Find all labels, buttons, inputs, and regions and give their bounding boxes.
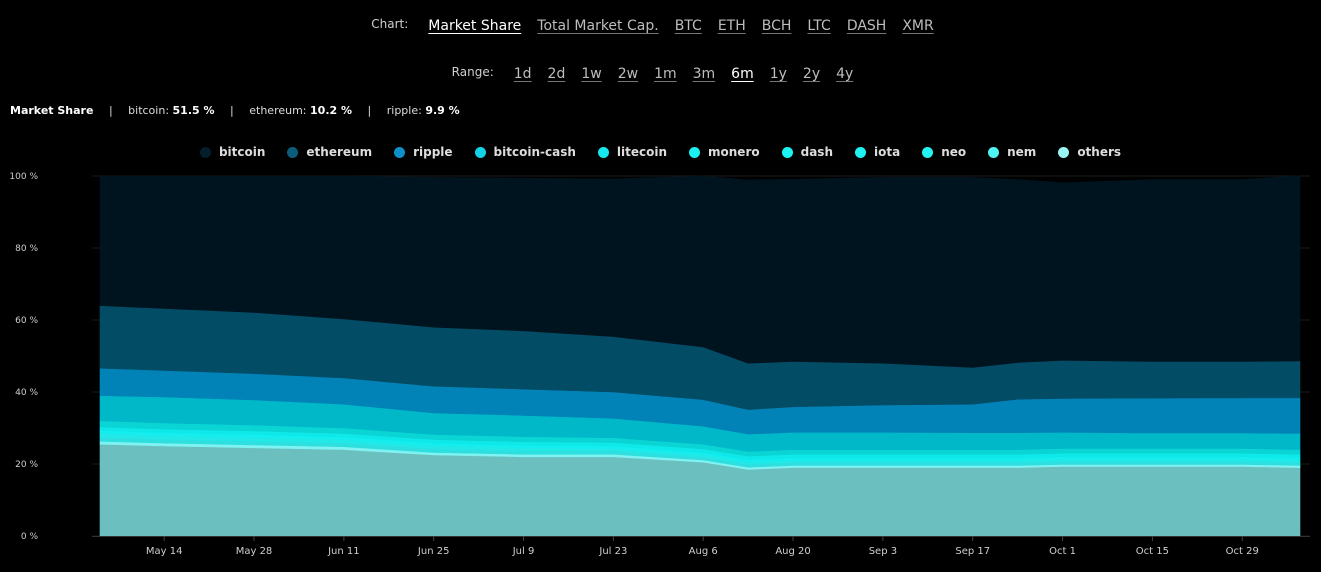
y-tick-label: 60 % [15, 316, 38, 326]
y-tick-label: 0 % [21, 532, 39, 542]
summary-value: 51.5 % [172, 104, 215, 117]
x-tick-label: Jun 11 [327, 546, 360, 557]
legend-dot-icon [854, 146, 866, 158]
x-tick-label: Aug 20 [775, 546, 810, 557]
range-2y[interactable]: 2y [802, 65, 821, 82]
range-label: Range: [451, 65, 494, 79]
legend-label: ripple [413, 145, 453, 159]
legend-item-iota[interactable]: iota [854, 145, 901, 159]
legend-item-others[interactable]: others [1058, 145, 1121, 159]
legend-dot-icon [199, 146, 211, 158]
x-tick-label: Oct 1 [1049, 546, 1076, 557]
tab-total-market-cap[interactable]: Total Market Cap. [537, 17, 659, 34]
legend-label: bitcoin [218, 145, 266, 159]
legend-dot-icon [474, 146, 486, 158]
legend-dot-icon [287, 146, 299, 158]
legend-dot-icon [597, 146, 609, 158]
legend-item-nem[interactable]: nem [988, 145, 1036, 159]
y-tick-label: 80 % [15, 244, 38, 254]
x-tick-label: May 14 [146, 546, 183, 557]
legend-dot-icon [922, 146, 934, 158]
summary-separator: | [230, 104, 234, 117]
legend-label: neo [941, 145, 967, 159]
y-tick-label: 40 % [15, 388, 38, 398]
legend-item-bitcoin-cash[interactable]: bitcoin-cash [474, 145, 576, 159]
legend-item-ripple[interactable]: ripple [394, 145, 453, 159]
range-tabs: 1d 2d 1w 2w 1m 3m 6m 1y 2y 4y [514, 63, 870, 82]
legend-label: iota [873, 145, 901, 159]
summary-item-bitcoin: bitcoin: 51.5 % [128, 104, 214, 117]
x-tick-label: Sep 17 [955, 546, 990, 557]
range-6m[interactable]: 6m [731, 65, 754, 82]
x-tick-label: Jul 9 [512, 546, 535, 557]
range-4y[interactable]: 4y [836, 65, 854, 82]
tab-market-share[interactable]: Market Share [428, 17, 522, 34]
summary-title: Market Share [10, 104, 94, 117]
summary-separator: | [108, 104, 113, 117]
legend-item-ethereum[interactable]: ethereum [287, 145, 372, 159]
legend-item-litecoin[interactable]: litecoin [597, 145, 668, 159]
y-tick-label: 100 % [9, 172, 38, 182]
tab-xmr[interactable]: XMR [902, 17, 934, 34]
legend-label: dash [800, 145, 833, 159]
legend-item-neo[interactable]: neo [922, 145, 966, 159]
legend-dot-icon [1058, 146, 1070, 158]
chart-tabs: Market Share Total Market Cap. BTC ETH BCH LT… [428, 15, 949, 34]
tab-btc[interactable]: BTC [674, 17, 702, 34]
summary-item-ethereum: ethereum: 10.2 % [249, 104, 352, 117]
summary-value: 10.2 % [310, 104, 353, 117]
legend-item-monero[interactable]: monero [689, 145, 760, 159]
summary-name: ripple: [386, 104, 422, 117]
tab-dash[interactable]: DASH [846, 17, 887, 34]
legend-label: monero [708, 145, 760, 159]
x-tick-label: Sep 3 [869, 546, 897, 557]
area-bitcoin [99, 175, 1301, 368]
x-tick-label: Oct 29 [1226, 546, 1259, 557]
x-tick-label: May 28 [236, 546, 273, 557]
tab-bch[interactable]: BCH [761, 17, 792, 34]
tab-ltc[interactable]: LTC [807, 17, 831, 34]
range-selector: Range: 1d 2d 1w 2w 1m 3m 6m 1y 2y 4y [0, 61, 1321, 83]
range-1m[interactable]: 1m [654, 65, 677, 82]
summary-item-ripple: ripple: 9.9 % [387, 104, 460, 117]
range-2w[interactable]: 2w [617, 65, 639, 82]
chart-type-selector: Chart: Market Share Total Market Cap. BTC E… [0, 13, 1321, 35]
market-share-summary: Market Share | bitcoin: 51.5 % | ethereu… [10, 104, 460, 117]
x-tick-label: Jul 23 [598, 546, 627, 557]
legend-item-dash[interactable]: dash [781, 145, 833, 159]
legend-label: bitcoin-cash [493, 145, 576, 159]
summary-name: ethereum: [249, 104, 307, 117]
legend-label: others [1077, 145, 1122, 159]
y-tick-label: 20 % [15, 460, 38, 470]
range-3m[interactable]: 3m [692, 65, 716, 82]
legend-label: nem [1007, 145, 1037, 159]
legend-label: ethereum [306, 145, 373, 159]
legend-item-bitcoin[interactable]: bitcoin [199, 145, 266, 159]
range-1y[interactable]: 1y [769, 65, 787, 82]
legend-dot-icon [689, 146, 701, 158]
range-1w[interactable]: 1w [581, 65, 602, 82]
chart-legend: bitcoin ethereum ripple bitcoin-cash litecoi… [0, 143, 1321, 161]
legend-dot-icon [988, 146, 1000, 158]
summary-separator: | [367, 104, 372, 117]
chart-label: Chart: [371, 17, 409, 31]
summary-value: 9.9 % [425, 104, 460, 117]
tab-eth[interactable]: ETH [717, 17, 746, 34]
range-2d[interactable]: 2d [547, 65, 566, 82]
x-tick-label: Oct 15 [1136, 546, 1169, 557]
x-tick-label: Jun 25 [417, 546, 450, 557]
legend-dot-icon [781, 146, 793, 158]
legend-dot-icon [394, 146, 406, 158]
summary-name: bitcoin: [128, 104, 170, 117]
range-1d[interactable]: 1d [513, 65, 532, 82]
x-tick-label: Aug 6 [689, 546, 718, 557]
legend-label: litecoin [616, 145, 668, 159]
